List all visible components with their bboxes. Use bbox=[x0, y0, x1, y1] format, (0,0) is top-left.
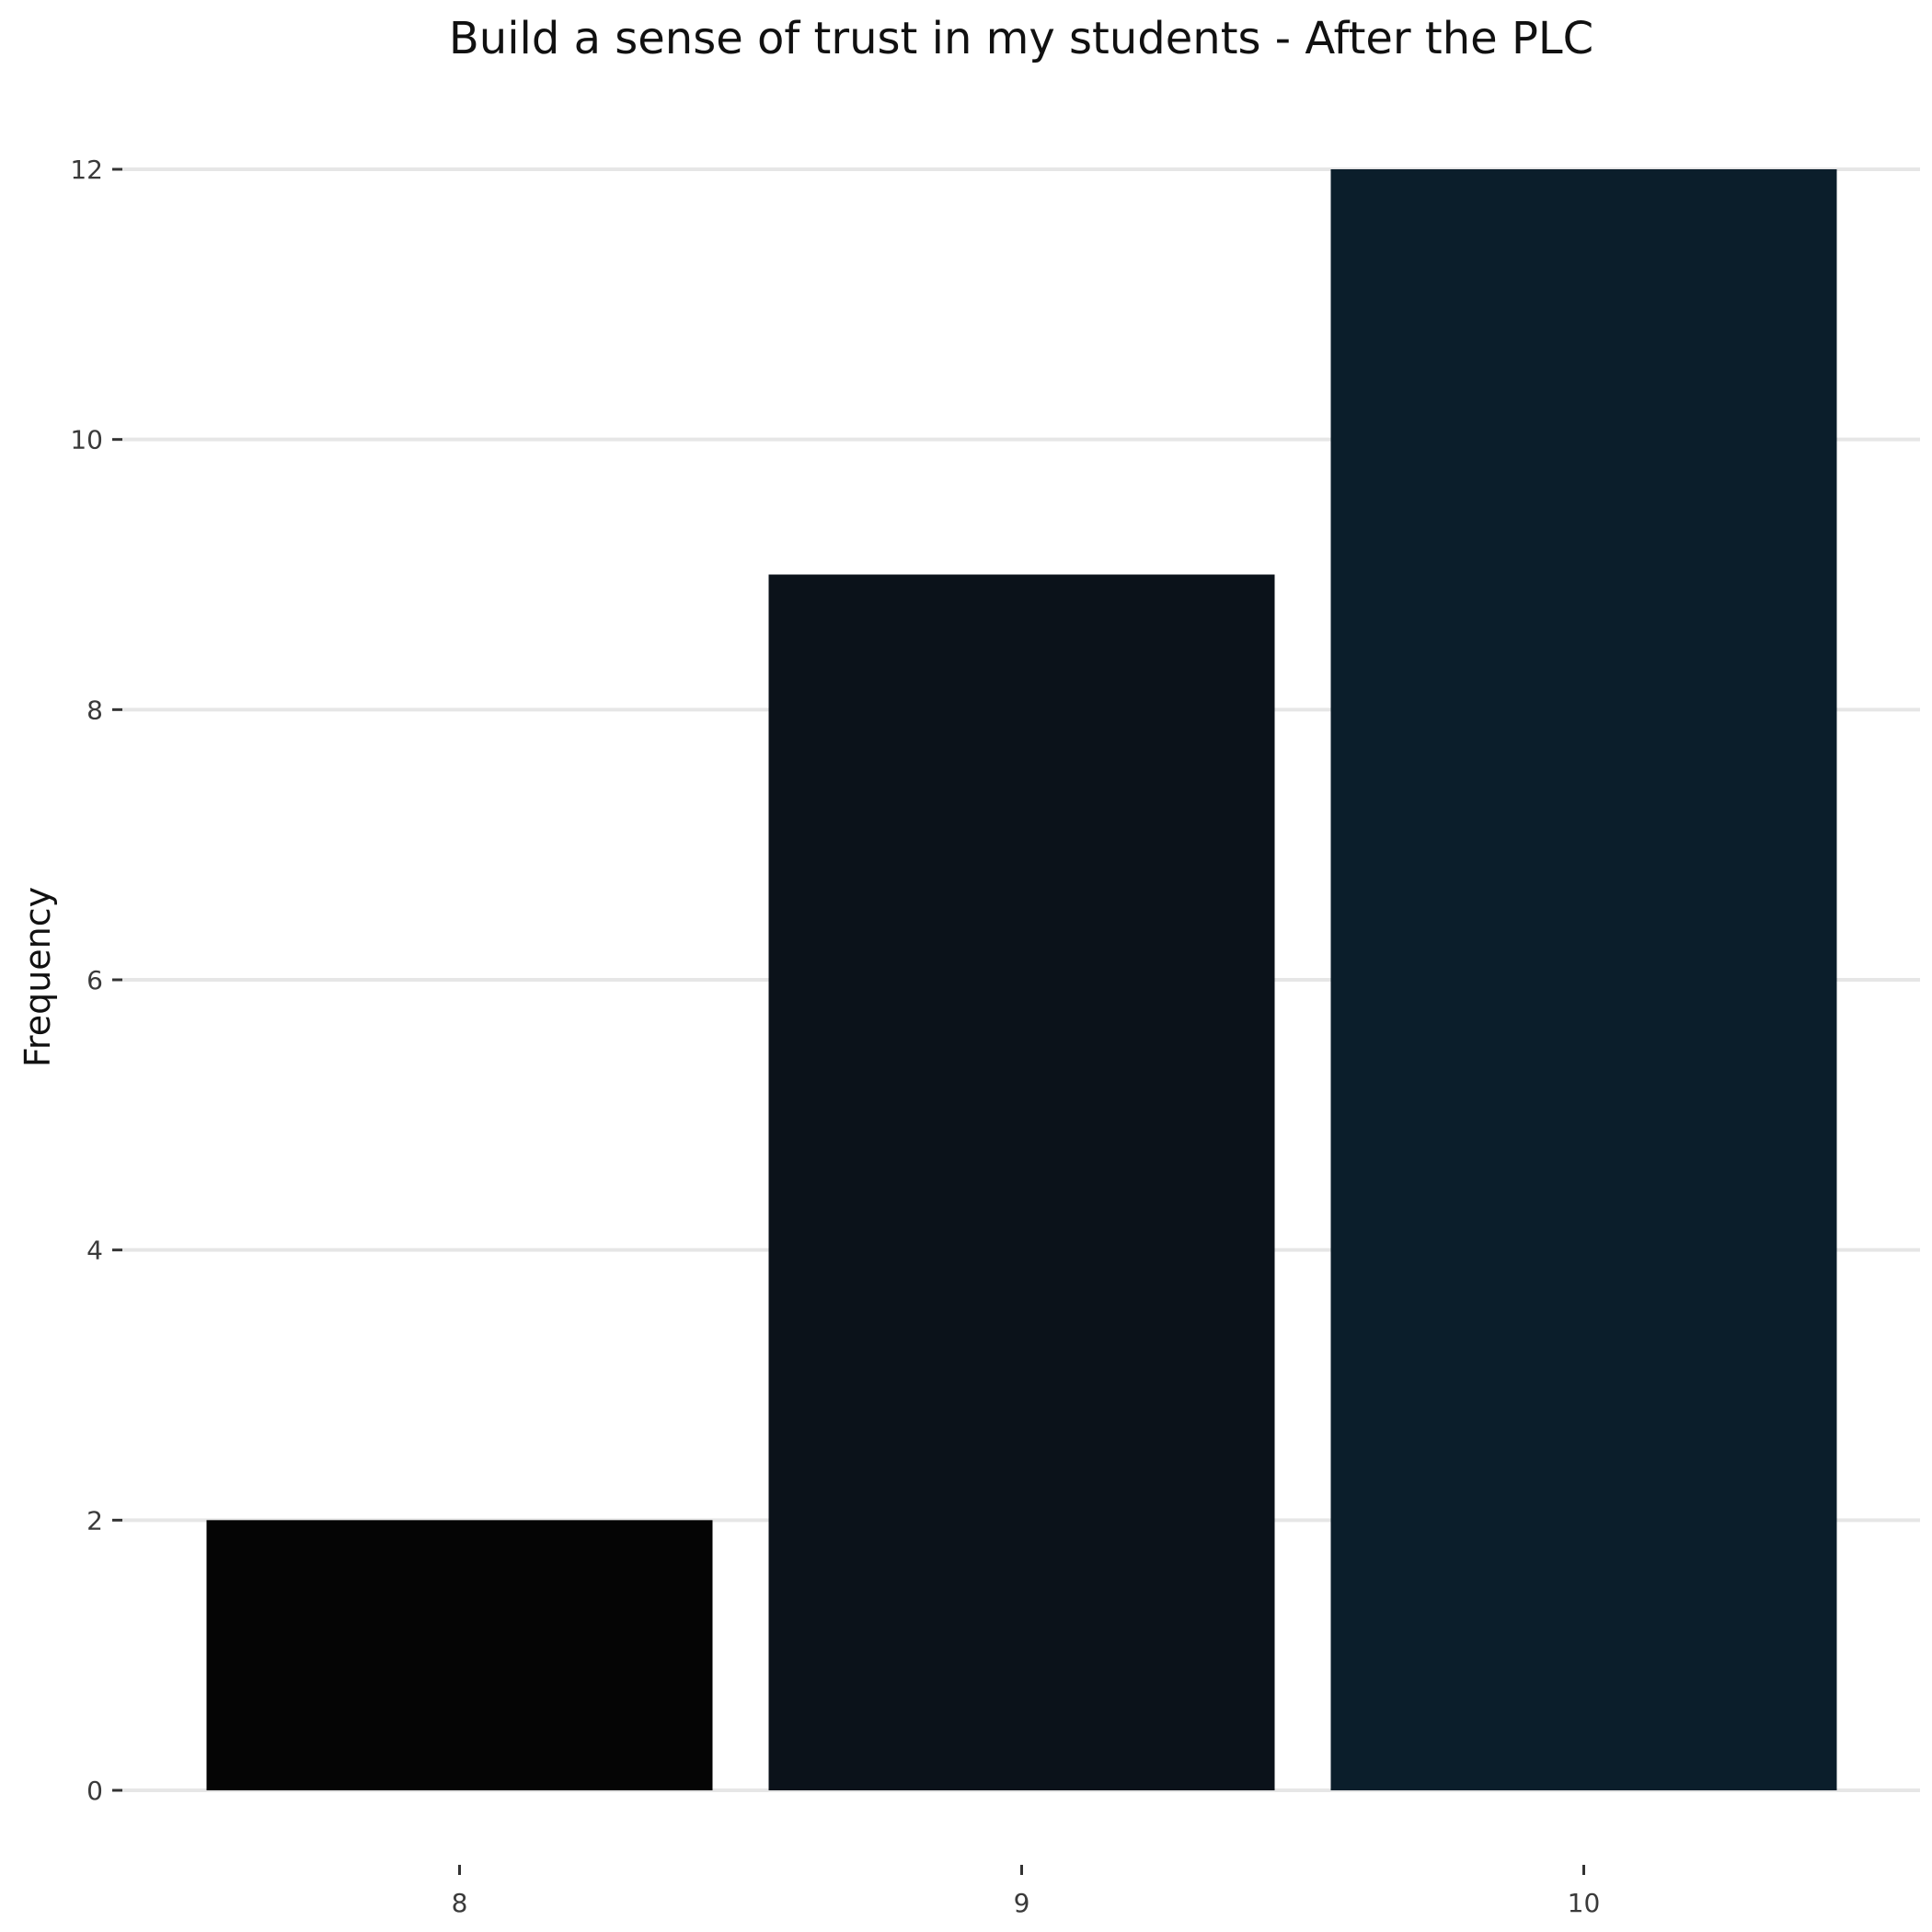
y-axis-label: Frequency bbox=[17, 887, 58, 1067]
bar-9 bbox=[768, 574, 1275, 1790]
y-axis-ticks: 0 2 4 6 8 10 12 bbox=[70, 155, 122, 1806]
x-axis-ticks: 8 9 10 bbox=[452, 1865, 1601, 1918]
y-tick-label-8: 8 bbox=[86, 695, 103, 725]
y-tick-label-4: 4 bbox=[86, 1236, 103, 1266]
bars bbox=[206, 169, 1837, 1790]
bar-10 bbox=[1330, 169, 1837, 1790]
x-tick-label-9: 9 bbox=[1014, 1888, 1030, 1918]
chart-title: Build a sense of trust in my students - … bbox=[449, 13, 1593, 64]
bar-8 bbox=[206, 1520, 713, 1790]
y-tick-label-10: 10 bbox=[70, 425, 103, 455]
x-tick-label-10: 10 bbox=[1568, 1888, 1601, 1918]
y-tick-label-0: 0 bbox=[86, 1776, 103, 1806]
y-tick-label-12: 12 bbox=[70, 155, 103, 185]
y-tick-label-2: 2 bbox=[86, 1505, 103, 1535]
x-tick-label-8: 8 bbox=[452, 1888, 468, 1918]
y-tick-label-6: 6 bbox=[86, 965, 103, 995]
